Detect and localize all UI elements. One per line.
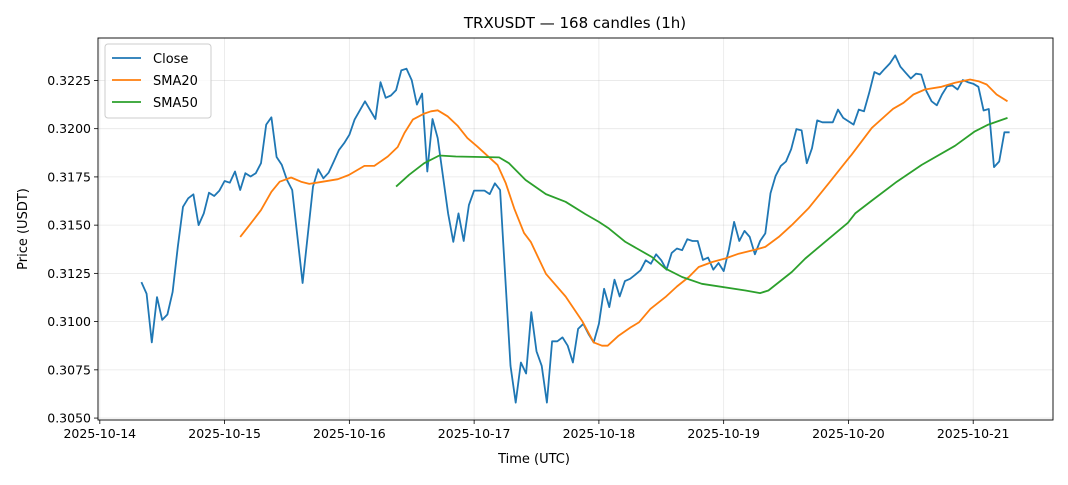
series-line-sma20 bbox=[239, 78, 1008, 347]
y-axis-label: Price (USDT) bbox=[16, 188, 31, 270]
y-axis-ticks: 0.3050 0.3075 0.3100 0.3125 0.3150 0.3175 0.32… bbox=[47, 73, 98, 426]
series-lines bbox=[140, 54, 1010, 404]
y-tick-label: 0.3200 bbox=[47, 121, 91, 136]
x-tick-label: 2025-10-19 bbox=[687, 426, 760, 441]
grid bbox=[98, 38, 1053, 420]
y-tick-label: 0.3175 bbox=[47, 169, 91, 184]
y-tick-label: 0.3100 bbox=[47, 314, 91, 329]
x-axis-label: Time (UTC) bbox=[497, 452, 570, 467]
y-tick-label: 0.3050 bbox=[47, 411, 91, 426]
plot-frame bbox=[97, 37, 1054, 421]
legend: Close SMA20 SMA50 bbox=[104, 43, 212, 119]
x-tick-label: 2025-10-14 bbox=[63, 426, 136, 441]
x-tick-label: 2025-10-16 bbox=[313, 426, 386, 441]
y-tick-label: 0.3125 bbox=[47, 266, 91, 281]
chart-title: TRXUSDT — 168 candles (1h) bbox=[463, 14, 686, 32]
y-tick-label: 0.3075 bbox=[47, 362, 91, 377]
x-tick-label: 2025-10-18 bbox=[563, 426, 636, 441]
x-tick-label: 2025-10-15 bbox=[188, 426, 261, 441]
y-tick-label: 0.3225 bbox=[47, 73, 91, 88]
series-line-sma50 bbox=[395, 117, 1008, 294]
x-axis-ticks: 2025-10-14 2025-10-15 2025-10-16 2025-10-17… bbox=[63, 420, 1010, 441]
x-tick-label: 2025-10-20 bbox=[812, 426, 885, 441]
legend-box bbox=[104, 43, 212, 119]
legend-label-close: Close bbox=[153, 52, 188, 67]
legend-label-sma50: SMA50 bbox=[153, 96, 198, 111]
x-tick-label: 2025-10-17 bbox=[438, 426, 511, 441]
legend-label-sma20: SMA20 bbox=[153, 74, 198, 89]
x-tick-label: 2025-10-21 bbox=[937, 426, 1010, 441]
y-tick-label: 0.3150 bbox=[47, 218, 91, 233]
